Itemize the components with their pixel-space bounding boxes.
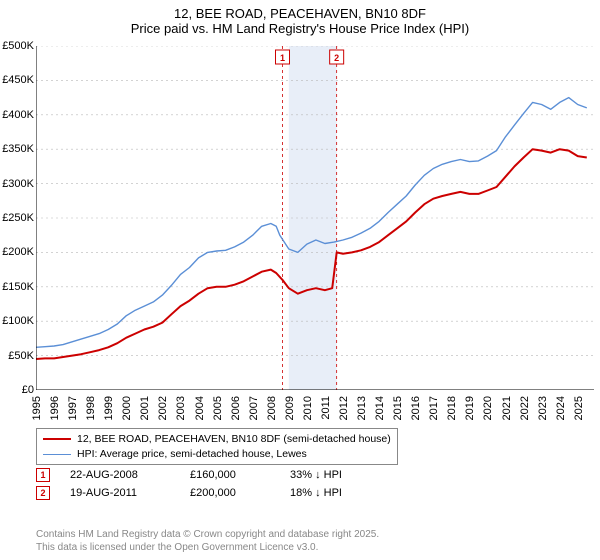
x-tick-label: 2000 bbox=[121, 396, 133, 420]
x-tick-label: 2010 bbox=[302, 396, 314, 420]
y-tick-label: £50K bbox=[0, 350, 34, 362]
y-tick-label: £350K bbox=[0, 143, 34, 155]
sale-marker-1: 1 bbox=[36, 468, 50, 482]
chart-container: 12, BEE ROAD, PEACEHAVEN, BN10 8DF Price… bbox=[0, 0, 600, 560]
title-line1: 12, BEE ROAD, PEACEHAVEN, BN10 8DF bbox=[0, 6, 600, 21]
x-tick-label: 2025 bbox=[573, 396, 585, 420]
x-tick-label: 2019 bbox=[464, 396, 476, 420]
x-tick-label: 2001 bbox=[139, 396, 151, 420]
x-tick-label: 1998 bbox=[85, 396, 97, 420]
sale-rows: 1 22-AUG-2008 £160,000 33% ↓ HPI 2 19-AU… bbox=[36, 468, 342, 504]
legend-label-price-paid: 12, BEE ROAD, PEACEHAVEN, BN10 8DF (semi… bbox=[77, 432, 391, 447]
x-tick-label: 1995 bbox=[31, 396, 43, 420]
x-tick-label: 2016 bbox=[410, 396, 422, 420]
y-tick-label: £200K bbox=[0, 246, 34, 258]
x-tick-label: 2023 bbox=[537, 396, 549, 420]
svg-text:2: 2 bbox=[334, 53, 339, 63]
x-tick-label: 2018 bbox=[446, 396, 458, 420]
x-tick-label: 2021 bbox=[501, 396, 513, 420]
y-tick-label: £100K bbox=[0, 315, 34, 327]
y-tick-label: £0 bbox=[0, 384, 34, 396]
title-block: 12, BEE ROAD, PEACEHAVEN, BN10 8DF Price… bbox=[0, 0, 600, 38]
legend-box: 12, BEE ROAD, PEACEHAVEN, BN10 8DF (semi… bbox=[36, 428, 398, 465]
footer: Contains HM Land Registry data © Crown c… bbox=[36, 528, 379, 554]
y-tick-label: £500K bbox=[0, 40, 34, 52]
legend-row-hpi: HPI: Average price, semi-detached house,… bbox=[43, 447, 391, 462]
chart-area: 12 bbox=[36, 46, 594, 390]
sale-row-1: 1 22-AUG-2008 £160,000 33% ↓ HPI bbox=[36, 468, 342, 482]
legend-label-hpi: HPI: Average price, semi-detached house,… bbox=[77, 447, 307, 462]
y-tick-label: £250K bbox=[0, 212, 34, 224]
x-tick-label: 2005 bbox=[212, 396, 224, 420]
legend-swatch-price-paid bbox=[43, 438, 71, 440]
x-tick-label: 2017 bbox=[428, 396, 440, 420]
x-tick-label: 2013 bbox=[356, 396, 368, 420]
sale-marker-2: 2 bbox=[36, 486, 50, 500]
sale-price-2: £200,000 bbox=[190, 487, 270, 499]
sale-delta-1: 33% ↓ HPI bbox=[290, 469, 342, 481]
legend-row-price-paid: 12, BEE ROAD, PEACEHAVEN, BN10 8DF (semi… bbox=[43, 432, 391, 447]
x-tick-label: 2004 bbox=[194, 396, 206, 420]
x-tick-label: 2002 bbox=[157, 396, 169, 420]
x-tick-label: 2022 bbox=[519, 396, 531, 420]
sale-marker-2-num: 2 bbox=[40, 488, 45, 498]
x-tick-label: 2007 bbox=[248, 396, 260, 420]
footer-line1: Contains HM Land Registry data © Crown c… bbox=[36, 528, 379, 541]
sale-price-1: £160,000 bbox=[190, 469, 270, 481]
x-tick-label: 2012 bbox=[338, 396, 350, 420]
x-tick-label: 2006 bbox=[230, 396, 242, 420]
y-tick-label: £450K bbox=[0, 74, 34, 86]
sale-row-2: 2 19-AUG-2011 £200,000 18% ↓ HPI bbox=[36, 486, 342, 500]
svg-text:1: 1 bbox=[280, 53, 285, 63]
legend-swatch-hpi bbox=[43, 454, 71, 455]
x-tick-label: 2020 bbox=[482, 396, 494, 420]
sale-date-1: 22-AUG-2008 bbox=[70, 469, 170, 481]
sale-marker-1-num: 1 bbox=[40, 470, 45, 480]
chart-svg: 12 bbox=[36, 46, 594, 390]
x-tick-label: 2024 bbox=[555, 396, 567, 420]
x-tick-label: 2014 bbox=[374, 396, 386, 420]
y-tick-label: £300K bbox=[0, 178, 34, 190]
y-tick-label: £400K bbox=[0, 109, 34, 121]
footer-line2: This data is licensed under the Open Gov… bbox=[36, 541, 379, 554]
x-tick-label: 2003 bbox=[175, 396, 187, 420]
sale-date-2: 19-AUG-2011 bbox=[70, 487, 170, 499]
x-tick-label: 1999 bbox=[103, 396, 115, 420]
y-tick-label: £150K bbox=[0, 281, 34, 293]
x-tick-label: 2009 bbox=[284, 396, 296, 420]
x-tick-label: 2015 bbox=[392, 396, 404, 420]
x-tick-label: 2008 bbox=[266, 396, 278, 420]
x-tick-label: 1996 bbox=[49, 396, 61, 420]
sale-delta-2: 18% ↓ HPI bbox=[290, 487, 342, 499]
title-line2: Price paid vs. HM Land Registry's House … bbox=[0, 21, 600, 36]
x-tick-label: 1997 bbox=[67, 396, 79, 420]
x-tick-label: 2011 bbox=[320, 396, 332, 420]
